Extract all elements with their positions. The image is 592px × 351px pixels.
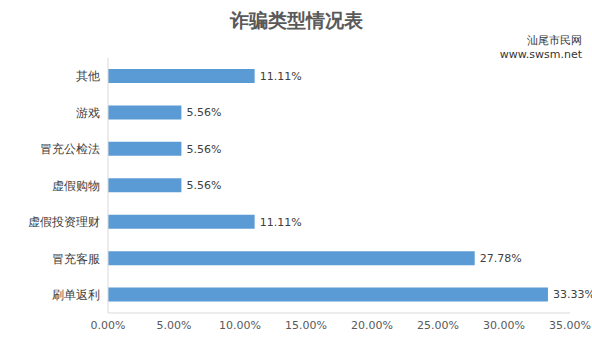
svg-text:20.00%: 20.00%	[351, 319, 393, 332]
svg-text:25.00%: 25.00%	[417, 319, 459, 332]
svg-text:冒充客服: 冒充客服	[52, 252, 100, 266]
svg-text:5.56%: 5.56%	[186, 106, 221, 119]
svg-text:游戏: 游戏	[76, 106, 100, 120]
svg-text:11.11%: 11.11%	[260, 216, 302, 229]
svg-text:0.00%: 0.00%	[91, 319, 126, 332]
svg-text:30.00%: 30.00%	[483, 319, 525, 332]
svg-text:15.00%: 15.00%	[285, 319, 327, 332]
svg-text:35.00%: 35.00%	[549, 319, 591, 332]
svg-text:虚假购物: 虚假购物	[52, 179, 100, 193]
svg-text:10.00%: 10.00%	[219, 319, 261, 332]
svg-text:刷单返利: 刷单返利	[52, 288, 100, 302]
svg-text:27.78%: 27.78%	[480, 252, 522, 265]
svg-text:11.11%: 11.11%	[260, 70, 302, 83]
html-text:www.swsm.net: www.swsm.net	[499, 48, 582, 61]
svg-text:5.00%: 5.00%	[157, 319, 192, 332]
svg-text:其他: 其他	[76, 69, 100, 83]
html-text:诈骗类型情况表: 诈骗类型情况表	[229, 9, 363, 31]
svg-text:33.33%: 33.33%	[553, 288, 592, 301]
svg-text:冒充公检法: 冒充公检法	[40, 142, 100, 156]
html-text:汕尾市民网: 汕尾市民网	[527, 34, 582, 47]
svg-text:虚假投资理财: 虚假投资理财	[28, 215, 100, 229]
svg-text:5.56%: 5.56%	[186, 179, 221, 192]
svg-text:5.56%: 5.56%	[186, 143, 221, 156]
